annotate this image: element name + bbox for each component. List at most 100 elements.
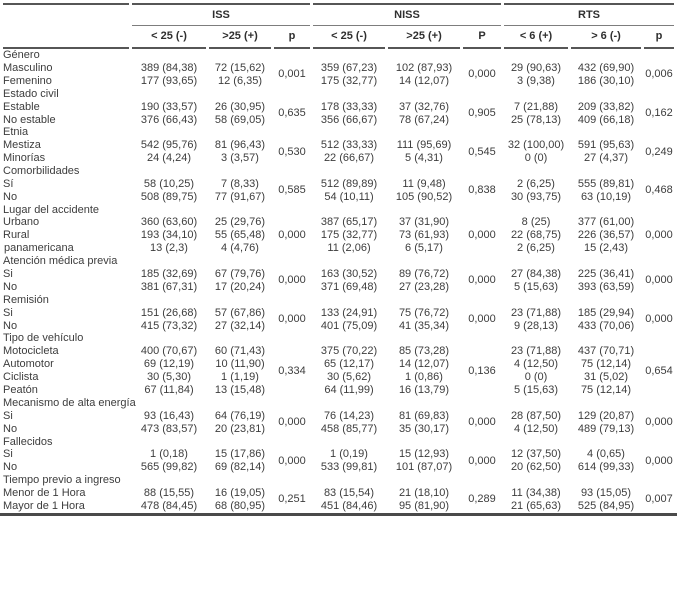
table-row: Si 93 (16,43) 64 (76,19) 0,000 76 (14,23) 81 … [3,409,674,429]
cell-rts-lt6: 0 (0) [524,371,548,384]
cell-niss-gt25: 37 (31,90) [398,216,450,229]
cell-iss-gt25: 16 (19,05) [214,486,266,499]
cell-rts-lt6: 2 (6,25) [517,242,555,255]
cell-iss-lt25: 478 (84,45) [140,499,198,512]
cell-niss-lt25: 458 (85,77) [320,422,378,435]
cell-iss-gt25: 25 (29,76) [214,216,266,229]
row-label: Mestiza [3,139,41,152]
cell-rts-gt6: 63 (10,19) [580,190,632,203]
cell-niss-lt25: 512 (89,89) [320,177,378,190]
cell-iss-gt25: 20 (23,81) [214,422,266,435]
p-value-niss: 0,838 [468,184,496,197]
table-row: No estable 376 (66,43) 58 (69,05) 356 (66,6… [3,113,674,126]
cell-niss-lt25: 83 (15,54) [323,486,375,499]
table-row: Mestiza 542 (95,76) 81 (96,43) 0,530 512 (33… [3,139,674,158]
section-label: Fallecidos [3,435,53,448]
p-value-niss: 0,905 [468,107,496,120]
cell-iss-gt25: 13 (15,48) [214,384,266,397]
cell-iss-lt25: 565 (99,82) [140,461,198,474]
cell-rts-gt6: 209 (33,82) [577,100,635,113]
cell-niss-gt25: 37 (32,76) [398,100,450,113]
p-value-niss: 0,000 [468,416,496,429]
p-value-iss: 0,530 [278,145,306,158]
cell-rts-lt6: 0 (0) [524,152,548,165]
cell-niss-lt25: 375 (70,22) [320,345,378,358]
cell-iss-gt25: 60 (71,43) [214,345,266,358]
cell-niss-gt25: 95 (81,90) [398,499,450,512]
cell-rts-gt6: 15 (2,43) [584,242,629,255]
section-row: Tipo de vehículo [3,332,674,345]
section-row: Atención médica previa [3,255,674,268]
cell-niss-gt25: 1 (0,86) [405,371,443,384]
cell-niss-gt25: 21 (18,10) [398,486,450,499]
cell-niss-gt25: 89 (76,72) [398,267,450,280]
cell-niss-gt25: 16 (13,79) [398,384,450,397]
table-row: Estable 190 (33,57) 26 (30,95) 0,635 178 (33… [3,100,674,120]
section-label: Tipo de vehículo [3,332,84,345]
cell-iss-lt25: 151 (26,68) [140,306,198,319]
cell-iss-lt25: 381 (67,31) [140,280,198,293]
cell-rts-gt6: 186 (30,10) [577,74,635,87]
cell-rts-gt6: 393 (63,59) [577,280,635,293]
cell-iss-gt25: 4 (4,76) [221,242,259,255]
cell-niss-lt25: 64 (11,99) [324,384,374,397]
cell-niss-gt25: 78 (67,24) [398,113,450,126]
cell-iss-lt25: 13 (2,3) [150,242,188,255]
row-label: Si [3,448,13,461]
cell-niss-lt25: 76 (14,23) [323,409,375,422]
cell-niss-gt25: 81 (69,83) [398,409,450,422]
cell-iss-lt25: 400 (70,67) [140,345,198,358]
cell-niss-lt25: 54 (10,11) [324,190,374,203]
table-row: Motocicleta 400 (70,67) 60 (71,43) 0,334 375… [3,345,674,377]
cell-rts-lt6: 4 (12,50) [514,422,559,435]
table-row: Masculino 389 (84,38) 72 (15,62) 0,001 359 (… [3,61,674,81]
cell-rts-lt6: 32 (100,00) [507,139,565,152]
cell-niss-gt25: 6 (5,17) [405,242,443,255]
cell-rts-gt6: 432 (69,90) [577,61,635,74]
group-header-row: ISS NISS RTS [3,3,675,26]
row-label: No estable [3,113,56,126]
table-row: panamericana 13 (2,3) 4 (4,76) 11 (2,06) 6 (… [3,242,674,255]
cell-iss-lt25: 177 (93,65) [140,74,198,87]
cell-niss-gt25: 11 (9,48) [402,177,446,190]
cell-niss-lt25: 401 (75,09) [320,319,378,332]
section-row: Comorbilidades [3,165,674,178]
cell-rts-gt6: 225 (36,41) [577,267,635,280]
cell-iss-lt25: 473 (83,57) [140,422,198,435]
cell-rts-lt6: 7 (21,88) [514,100,559,113]
row-label: Mayor de 1 Hora [3,499,85,512]
table-row: No 415 (73,32) 27 (32,14) 401 (75,09) 41 (35… [3,319,674,332]
cell-niss-lt25: 512 (33,33) [320,139,378,152]
cell-rts-gt6: 489 (79,13) [577,422,635,435]
group-header-rts: RTS [504,3,675,26]
cell-iss-gt25: 81 (96,43) [214,139,266,152]
section-row: Lugar del accidente [3,204,674,217]
table-row: No 508 (89,75) 77 (91,67) 54 (10,11) 105 (90… [3,191,674,204]
row-label: Si [3,267,13,280]
row-label: Femenino [3,74,52,87]
cell-iss-gt25: 10 (11,90) [215,358,265,371]
p-value-rts: 0,000 [645,229,673,242]
row-label: No [3,280,18,293]
p-value-iss: 0,000 [278,229,306,242]
row-label: Automotor [3,358,54,371]
p-value-iss: 0,000 [278,454,306,467]
section-label: Comorbilidades [3,164,80,177]
cell-rts-lt6: 29 (90,63) [510,61,562,74]
section-row: Estado civil [3,88,674,101]
p-value-iss: 0,001 [278,68,306,81]
section-row: Mecanismo de alta energía [3,397,674,410]
row-label: Motocicleta [3,345,59,358]
p-value-niss: 0,000 [468,229,496,242]
cell-rts-gt6: 75 (12,14) [580,358,632,371]
sub-header-row: < 25 (-) >25 (+) p < 25 (-) >25 (+) P < … [3,26,675,50]
cell-rts-lt6: 11 (34,38) [511,486,561,499]
cell-niss-lt25: 178 (33,33) [320,100,378,113]
cell-niss-gt25: 14 (12,07) [398,358,450,371]
section-row: Fallecidos [3,436,674,449]
p-value-niss: 0,289 [468,493,496,506]
cell-niss-lt25: 163 (30,52) [320,267,378,280]
p-value-rts: 0,000 [645,274,673,287]
p-value-rts: 0,007 [645,493,673,506]
cell-rts-gt6: 555 (89,81) [577,177,635,190]
